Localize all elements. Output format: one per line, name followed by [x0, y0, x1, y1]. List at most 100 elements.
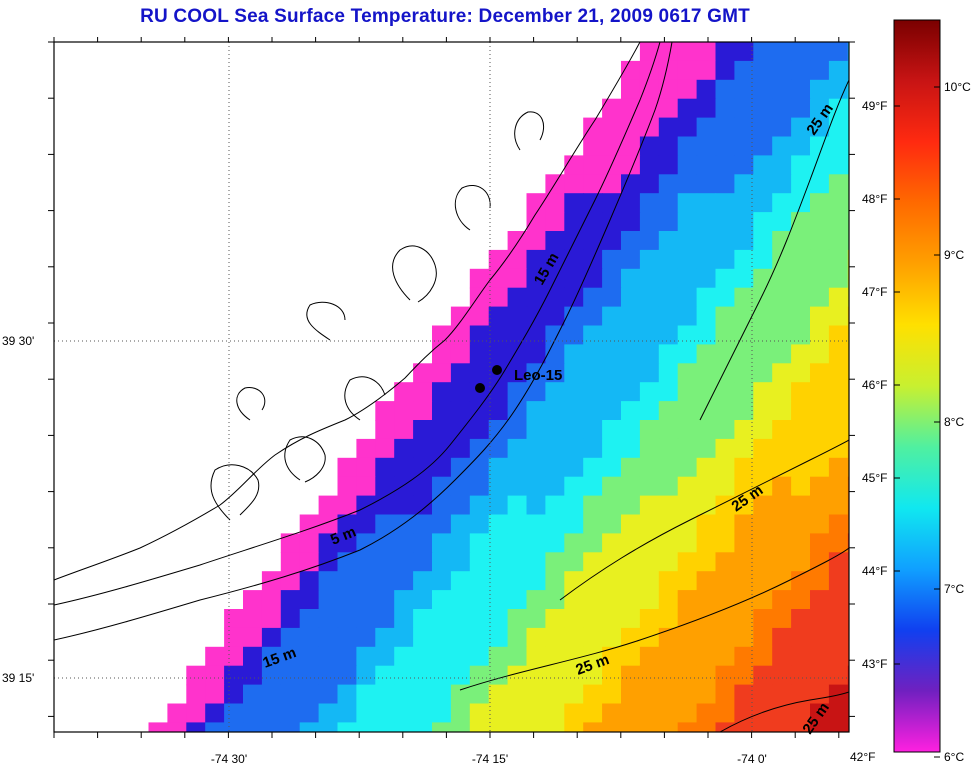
sst-pixel — [639, 287, 660, 308]
sst-pixel — [639, 42, 660, 62]
sst-pixel — [469, 703, 490, 723]
sst-pixel — [847, 60, 849, 81]
sst-pixel — [810, 98, 830, 119]
sst-pixel — [810, 268, 830, 289]
sst-pixel — [677, 609, 698, 629]
sst-pixel — [639, 495, 660, 516]
sst-pixel — [734, 627, 754, 648]
sst-pixel — [677, 306, 698, 327]
contour-deep — [719, 691, 849, 732]
sst-pixel — [507, 684, 528, 705]
sst-pixel — [469, 438, 490, 459]
sst-pixel — [810, 703, 830, 723]
sst-pixel — [696, 438, 717, 459]
sst-pixel — [696, 212, 717, 232]
sst-pixel — [469, 684, 490, 705]
sst-pixel — [507, 476, 528, 497]
sst-pixel — [696, 231, 717, 251]
sst-pixel — [658, 98, 679, 119]
sst-pixel — [810, 42, 830, 62]
inlet-marsh-1 — [210, 464, 260, 521]
sst-pixel — [791, 684, 811, 705]
sst-pixel — [658, 212, 679, 232]
sst-pixel — [810, 174, 830, 194]
sst-pixel — [413, 457, 433, 478]
sst-pixel — [526, 609, 546, 629]
sst-pixel — [734, 117, 754, 138]
sst-pixel — [507, 533, 528, 553]
sst-pixel — [280, 703, 301, 723]
sst-pixel — [337, 514, 357, 534]
sst-pixel — [167, 722, 187, 732]
sst-pixel — [432, 476, 452, 497]
sst-pixel — [696, 174, 717, 194]
sst-pixel — [753, 382, 773, 402]
sst-pixel — [394, 420, 414, 440]
sst-pixel — [621, 703, 641, 723]
sst-pixel — [715, 646, 735, 667]
sst-pixel — [450, 722, 471, 732]
sst-pixel — [621, 60, 641, 81]
sst-pixel — [583, 552, 603, 572]
sst-pixel — [791, 287, 811, 308]
sst-pixel — [810, 117, 830, 138]
sst-pixel — [394, 665, 414, 686]
sst-pixel — [413, 627, 433, 648]
sst-pixel — [828, 42, 849, 62]
sst-pixel — [715, 533, 735, 553]
sst-pixel — [658, 457, 679, 478]
sst-pixel — [602, 665, 622, 686]
sst-pixel — [469, 514, 490, 534]
sst-pixel — [469, 627, 490, 648]
sst-pixel — [450, 457, 471, 478]
map-title: RU COOL Sea Surface Temperature: Decembe… — [140, 6, 750, 27]
sst-pixel — [828, 420, 849, 440]
sst-pixel — [772, 287, 792, 308]
sst-pixel — [564, 457, 584, 478]
sst-pixel — [791, 249, 811, 270]
sst-pixel — [413, 571, 433, 591]
sst-pixel — [469, 665, 490, 686]
sst-pixel — [772, 382, 792, 402]
sst-pixel — [658, 268, 679, 289]
sst-pixel — [356, 609, 376, 629]
sst-pixel — [677, 98, 698, 119]
sst-pixel — [488, 457, 509, 478]
sst-pixel — [261, 609, 282, 629]
sst-pixel — [318, 646, 339, 667]
sst-pixel — [394, 401, 414, 421]
sst-pixel — [413, 382, 433, 402]
sst-pixel — [507, 665, 528, 686]
colorbar-f-46: 46°F — [862, 378, 887, 392]
sst-pixel — [469, 552, 490, 572]
sst-pixel — [469, 590, 490, 610]
sst-pixel — [847, 136, 849, 156]
sst-pixel — [639, 401, 660, 421]
sst-pixel — [677, 533, 698, 553]
sst-pixel — [677, 174, 698, 194]
sst-pixel — [677, 684, 698, 705]
sst-pixel — [658, 382, 679, 402]
sst-pixel — [677, 665, 698, 686]
sst-pixel — [469, 344, 490, 364]
sst-pixel — [261, 571, 282, 591]
sst-pixel — [753, 438, 773, 459]
sst-pixel — [677, 363, 698, 383]
sst-pixel — [205, 684, 225, 705]
sst-pixel — [828, 665, 849, 686]
sst-pixel — [828, 212, 849, 232]
sst-pixel — [261, 646, 282, 667]
sst-pixel — [753, 42, 773, 62]
sst-pixel — [753, 306, 773, 327]
sst-pixel — [545, 401, 565, 421]
sst-pixel — [280, 590, 301, 610]
sst-pixel — [186, 684, 206, 705]
sst-pixel — [299, 514, 320, 534]
sst-pixel — [658, 306, 679, 327]
sst-pixel — [224, 609, 244, 629]
sst-pixel — [413, 533, 433, 553]
sst-pixel — [828, 268, 849, 289]
sst-pixel — [432, 514, 452, 534]
sst-pixel — [734, 212, 754, 232]
sst-pixel — [583, 571, 603, 591]
